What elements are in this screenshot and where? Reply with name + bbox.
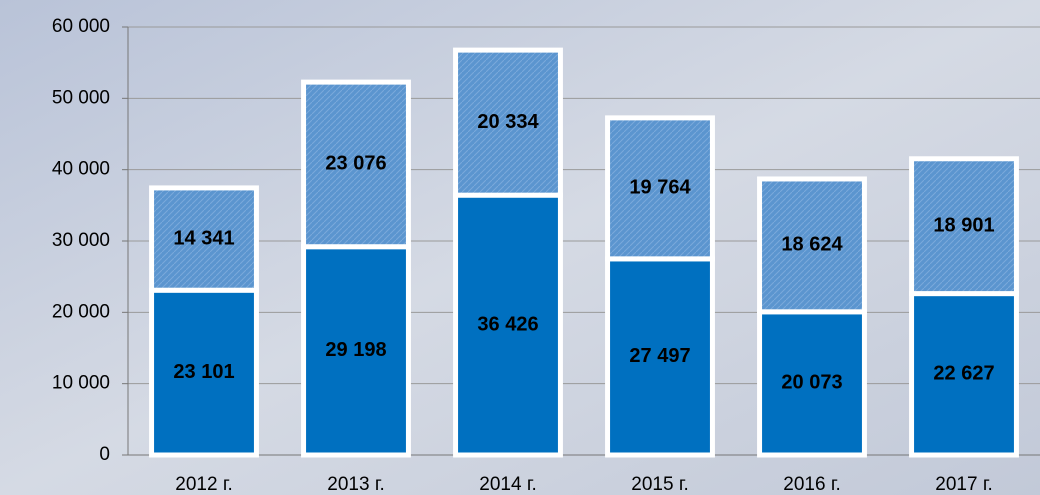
bar-segment [605,256,715,458]
value-label: 27 497 [629,345,690,367]
y-tick-label: 60 000 [52,16,110,37]
value-label: 23 101 [173,361,234,383]
y-tick-label: 20 000 [52,301,110,322]
bar-segment [453,192,563,458]
value-label: 18 901 [933,214,994,236]
bar-segment [757,176,867,315]
value-label: 20 073 [781,372,842,394]
value-label: 20 334 [477,111,539,133]
y-tick-label: 0 [99,444,110,465]
bar-segment [909,156,1019,297]
x-tick-label: 2013 г. [327,474,384,495]
y-tick-label: 10 000 [52,373,110,394]
y-tick-label: 40 000 [52,159,110,180]
value-label: 22 627 [933,363,994,385]
x-tick-label: 2014 г. [479,474,536,495]
bar-segment [301,244,411,458]
x-tick-label: 2012 г. [175,474,232,495]
bar-segment [453,47,563,198]
value-label: 18 624 [781,234,843,256]
y-tick-label: 50 000 [52,87,110,108]
y-tick-label: 30 000 [52,230,110,251]
value-label: 29 198 [325,339,386,361]
bar-segment [605,115,715,262]
value-label: 36 426 [477,313,538,335]
value-label: 23 076 [325,153,386,175]
x-tick-label: 2016 г. [783,474,840,495]
x-tick-label: 2015 г. [631,474,688,495]
bar-segment [909,291,1019,458]
value-label: 19 764 [629,177,691,199]
bar-segment [149,185,259,293]
bar-segment [301,79,411,250]
x-tick-label: 2017 г. [935,474,992,495]
value-label: 14 341 [173,227,234,249]
